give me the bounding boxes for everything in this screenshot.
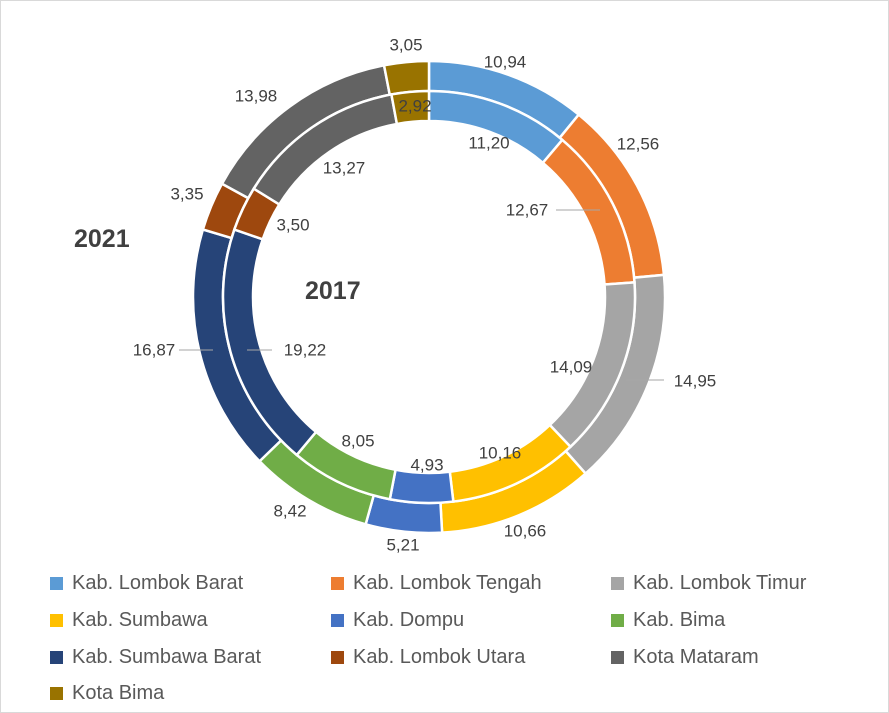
- data-labels: 10,94 12,56 14,95 10,66 5,21 8,42 16,87 3,35 13,…: [133, 36, 717, 555]
- legend-swatch: [50, 613, 63, 627]
- legend-label: Kab. Sumbawa Barat: [72, 645, 261, 668]
- legend-item-kab-lombok-barat: Kab. Lombok Barat: [50, 570, 243, 596]
- legend-label: Kab. Lombok Barat: [72, 571, 244, 594]
- legend-item-kota-mataram: Kota Mataram: [611, 644, 759, 670]
- legend-item-kab-lombok-timur: Kab. Lombok Timur: [611, 570, 806, 596]
- legend-label: Kota Bima: [72, 681, 165, 704]
- legend-item-kab-lombok-tengah: Kab. Lombok Tengah: [331, 570, 542, 596]
- legend-label: Kab. Bima: [633, 608, 726, 631]
- inner-label-kab-bima: 8,05: [341, 432, 374, 451]
- legend-item-kab-dompu: Kab. Dompu: [331, 607, 464, 633]
- leader-lines: [179, 209, 664, 381]
- legend-label: Kab. Lombok Tengah: [353, 571, 542, 594]
- outer-label-kab-dompu: 5,21: [386, 536, 419, 555]
- outer-label-kab-lombok-utara: 3,35: [170, 185, 203, 204]
- inner-label-kab-dompu: 4,93: [410, 456, 443, 475]
- outer-label-kab-lombok-barat: 10,94: [484, 53, 527, 72]
- outer-label-kab-sumbawa-barat: 16,87: [133, 341, 176, 360]
- outer-label-kab-bima: 8,42: [273, 502, 306, 521]
- legend-label: Kab. Lombok Timur: [633, 571, 807, 594]
- inner-ring-2017: [221, 89, 637, 505]
- inner-label-kab-sumbawa: 10,16: [479, 444, 522, 463]
- inner-label-kab-lombok-timur: 14,09: [550, 358, 593, 377]
- inner-segment-kota-bima: [389, 89, 431, 126]
- legend: Kab. Lombok Barat Kab. Lombok Tengah Kab. …: [0, 564, 889, 713]
- legend-swatch: [611, 576, 624, 590]
- outer-ring-2021: [191, 59, 667, 535]
- legend-item-kab-sumbawa: Kab. Sumbawa: [50, 607, 208, 633]
- legend-swatch: [331, 650, 344, 664]
- legend-swatch: [50, 686, 63, 700]
- inner-label-kab-lombok-tengah: 12,67: [506, 201, 549, 220]
- inner-label-kota-mataram: 13,27: [323, 159, 366, 178]
- outer-ring-title: 2021: [74, 225, 130, 253]
- inner-label-kab-lombok-utara: 3,50: [276, 216, 309, 235]
- legend-item-kab-lombok-utara: Kab. Lombok Utara: [331, 644, 525, 670]
- legend-label: Kab. Dompu: [353, 608, 465, 631]
- legend-swatch: [50, 650, 63, 664]
- legend-swatch: [50, 576, 63, 590]
- legend-swatch: [331, 576, 344, 590]
- outer-segment-kota-bima: [382, 59, 431, 97]
- legend-label: Kab. Sumbawa: [72, 608, 208, 631]
- legend-item-kota-bima: Kota Bima: [50, 680, 164, 706]
- legend-swatch: [611, 650, 624, 664]
- legend-label: Kota Mataram: [633, 645, 759, 668]
- legend-swatch: [331, 613, 344, 627]
- outer-label-kab-lombok-tengah: 12,56: [617, 135, 660, 154]
- outer-label-kota-mataram: 13,98: [235, 87, 278, 106]
- outer-label-kab-lombok-timur: 14,95: [674, 372, 717, 391]
- legend-item-kab-bima: Kab. Bima: [611, 607, 725, 633]
- legend-label: Kab. Lombok Utara: [353, 645, 526, 668]
- inner-label-kab-sumbawa-barat: 19,22: [284, 341, 327, 360]
- inner-label-kab-lombok-barat: 11,20: [468, 134, 509, 153]
- legend-item-kab-sumbawa-barat: Kab. Sumbawa Barat: [50, 644, 261, 670]
- inner-label-kota-bima: 2,92: [398, 97, 431, 116]
- legend-swatch: [611, 613, 624, 627]
- outer-label-kota-bima: 3,05: [389, 36, 422, 55]
- inner-segment-kab-dompu: [388, 468, 455, 505]
- inner-ring-title: 2017: [305, 277, 361, 305]
- outer-label-kab-sumbawa: 10,66: [504, 522, 547, 541]
